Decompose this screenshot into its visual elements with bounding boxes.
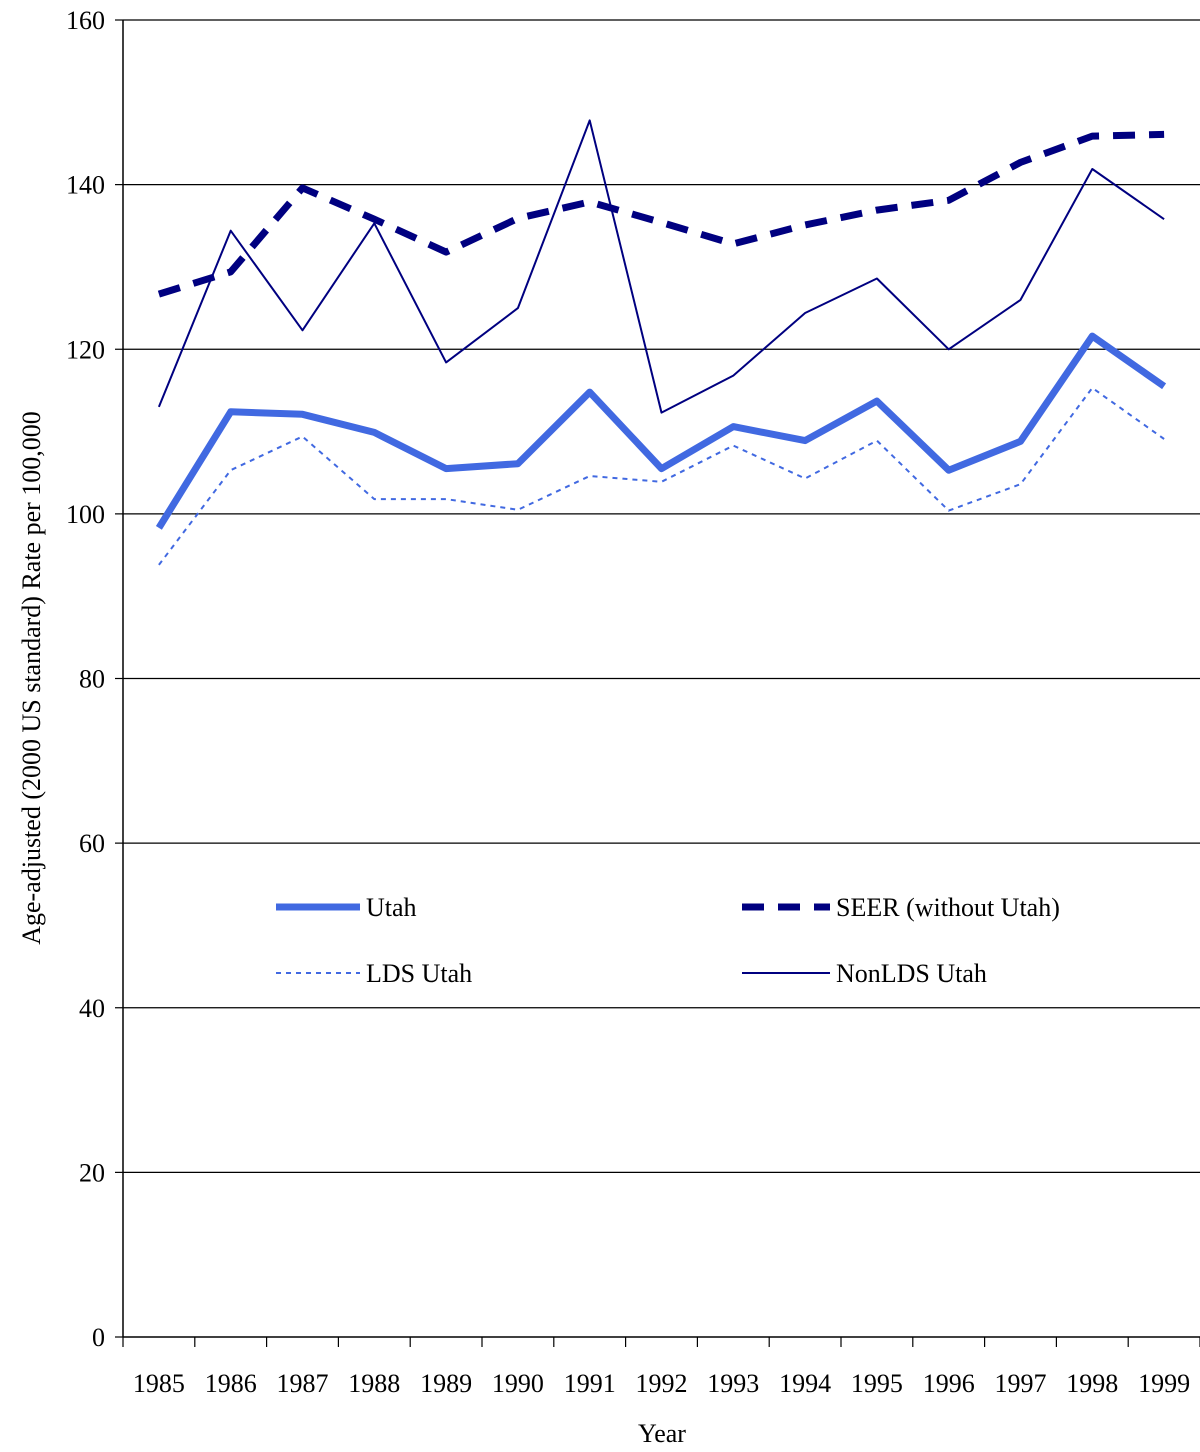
series-lines xyxy=(159,120,1164,565)
series-line-seer-without-utah xyxy=(159,134,1164,294)
x-tick-label: 1990 xyxy=(492,1369,544,1398)
x-tick-label: 1999 xyxy=(1138,1369,1190,1398)
x-tick-label: 1995 xyxy=(851,1369,903,1398)
x-tick-label: 1991 xyxy=(564,1369,616,1398)
y-tick-label: 40 xyxy=(79,994,105,1023)
x-tick-label: 1989 xyxy=(420,1369,472,1398)
y-tick-label: 100 xyxy=(66,500,105,529)
x-tick-label: 1997 xyxy=(995,1369,1047,1398)
y-tick-label: 20 xyxy=(79,1158,105,1187)
series-line-utah xyxy=(159,336,1164,528)
y-tick-label: 60 xyxy=(79,829,105,858)
legend: Utah SEER (without Utah) LDS Utah NonLDS Ut… xyxy=(276,893,1060,988)
legend-label: SEER (without Utah) xyxy=(836,893,1060,922)
y-axis-title: Age-adjusted (2000 US standard) Rate per… xyxy=(17,411,46,945)
legend-label: Utah xyxy=(366,893,417,922)
x-tick-label: 1993 xyxy=(707,1369,759,1398)
x-tick-label: 1986 xyxy=(205,1369,257,1398)
x-tick-label: 1996 xyxy=(923,1369,975,1398)
y-tick-label: 80 xyxy=(79,665,105,694)
y-tick-label: 160 xyxy=(66,6,105,35)
x-tick-label: 1987 xyxy=(277,1369,329,1398)
gridlines xyxy=(123,20,1200,1172)
legend-label: NonLDS Utah xyxy=(836,959,987,988)
legend-label: LDS Utah xyxy=(366,959,472,988)
y-tick-label: 120 xyxy=(66,335,105,364)
x-tick-label: 1998 xyxy=(1066,1369,1118,1398)
x-tick-label: 1985 xyxy=(133,1369,185,1398)
y-tick-label: 0 xyxy=(92,1323,105,1352)
y-tick-label: 140 xyxy=(66,171,105,200)
x-tick-label: 1992 xyxy=(636,1369,688,1398)
x-tick-label: 1988 xyxy=(348,1369,400,1398)
x-axis-title: Year xyxy=(638,1419,686,1447)
x-tick-label: 1994 xyxy=(779,1369,831,1398)
